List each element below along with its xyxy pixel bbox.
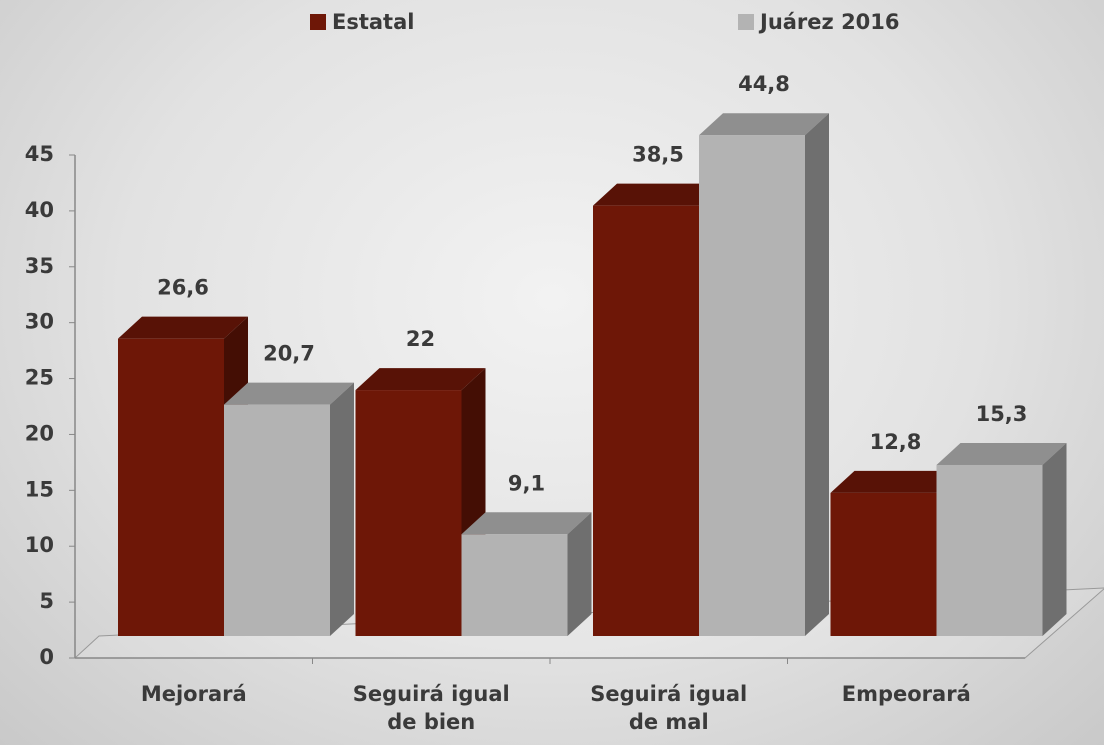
x-tick-label: Seguirá igual de mal: [574, 680, 764, 736]
value-label: 20,7: [263, 342, 315, 366]
y-tick-label: 30: [25, 310, 54, 334]
value-label: 12,8: [870, 430, 922, 454]
legend-label: Estatal: [332, 10, 414, 34]
chart-container: 0 5 10 15 20 25 30 35 40 45 26,6 20,7 22 9,1 38,5 44,8 1…: [0, 0, 1104, 745]
y-tick-label: 25: [25, 366, 54, 390]
value-label: 26,6: [157, 276, 209, 300]
value-label: 15,3: [976, 402, 1028, 426]
bar-side: [330, 383, 354, 636]
bar: [356, 390, 462, 636]
value-label: 38,5: [632, 143, 684, 167]
x-tick-label: Mejorará: [99, 680, 289, 708]
y-tick-label: 20: [25, 421, 54, 445]
bar: [831, 493, 937, 636]
bar: [224, 405, 330, 636]
y-tick-label: 0: [39, 645, 54, 669]
bar: [937, 465, 1043, 636]
y-tick-label: 5: [39, 589, 54, 613]
y-tick-label: 45: [25, 142, 54, 166]
bar: [593, 206, 699, 636]
legend-swatch: [310, 14, 326, 30]
value-label: 22: [406, 327, 435, 351]
bar: [699, 135, 805, 636]
y-tick-label: 35: [25, 254, 54, 278]
bar: [462, 534, 568, 636]
x-tick-label: Empeorará: [811, 680, 1001, 708]
legend-swatch: [738, 14, 754, 30]
bar: [118, 339, 224, 636]
legend-label: Juárez 2016: [758, 10, 900, 34]
y-tick-label: 10: [25, 533, 54, 557]
bar-side: [805, 113, 829, 636]
value-label: 44,8: [738, 72, 790, 96]
value-label: 9,1: [508, 471, 545, 495]
bar-side: [1043, 443, 1067, 636]
chart: 0 5 10 15 20 25 30 35 40 45 26,6 20,7 22 9,1 38,5 44,8 1…: [0, 0, 1104, 745]
y-tick-label: 40: [25, 198, 54, 222]
x-tick-label: Seguirá igual de bien: [336, 680, 526, 736]
y-tick-label: 15: [25, 477, 54, 501]
